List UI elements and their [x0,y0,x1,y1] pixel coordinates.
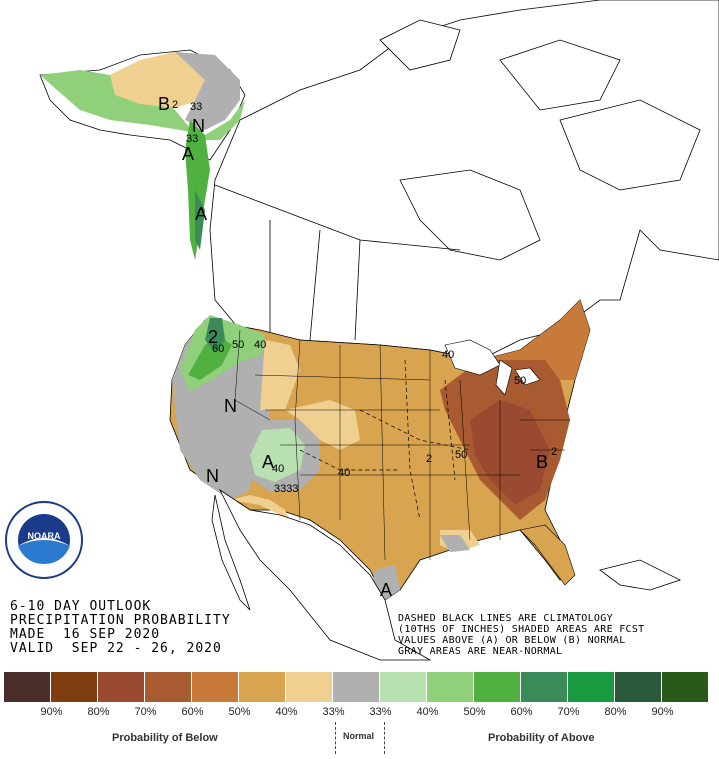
legend-above-label: Probability of Above [488,732,595,744]
legend-swatch-3 [145,672,192,702]
rockies-above-label: A [262,452,274,472]
east-2-label: 2 [551,446,557,458]
legend-percent-2: 70% [134,706,157,718]
precipitation-outlook-map: B 2 33 N 33 A A 2 60 50 40 N N A 40 3333… [39,0,719,661]
rockies-40-label: 40 [272,463,284,475]
legend-normal-label: Normal [343,731,375,741]
legend-swatch-6 [286,672,333,702]
alaska-below-label: B [158,94,170,114]
legend-swatch-7 [333,672,380,702]
legend-swatch-row [4,672,709,702]
plains-40-label: 40 [338,467,350,479]
great-lakes-40-label: 40 [442,349,454,361]
legend-percent-12: 80% [604,706,627,718]
note-line-4: GRAY AREAS ARE NEAR-NORMAL [398,646,563,657]
east-below-label: B [536,452,548,472]
note-block: DASHED BLACK LINES ARE CLIMATOLOGY (10TH… [398,613,645,657]
east-50-label: 50 [514,375,526,387]
alaska-2-label: 2 [172,99,178,111]
legend-normal-divider-right [384,722,385,754]
outlook-title: 6-10 DAY OUTLOOK [10,599,152,614]
legend-swatch-14 [662,672,709,702]
legend-percent-8: 40% [416,706,439,718]
legend-percent-10: 60% [510,706,533,718]
legend-percent-11: 70% [557,706,580,718]
legend-percent-6: 33% [322,706,345,718]
alaska-above-label: A [182,144,194,164]
legend-swatch-13 [615,672,662,702]
map-labels: B 2 33 N 33 A A 2 60 50 40 N N A 40 3333… [158,94,557,600]
legend-swatch-8 [380,672,427,702]
canada-outline [209,0,719,361]
legend-percent-row: 90% 80% 70% 60% 50% 40% 33% 33% 40% 50% 60% 70% 80% 9… [28,706,686,718]
legend-below-label: Probability of Below [112,732,218,744]
legend-swatch-4 [192,672,239,702]
noaa-logo: NOARA [5,501,83,579]
note-line-2: (10THS OF INCHES) SHADED AREAS ARE FCST [398,624,645,635]
legend-swatch-11 [521,672,568,702]
plains-2-label: 2 [426,453,432,465]
valid-dates: VALID SEP 22 - 26, 2020 [10,641,222,656]
legend-percent-0: 90% [40,706,63,718]
legend-percent-5: 40% [275,706,298,718]
legend-percent-9: 50% [463,706,486,718]
legend-swatch-5 [239,672,286,702]
legend-percent-3: 60% [181,706,204,718]
legend-swatch-1 [51,672,98,702]
west-near-normal-label-1: N [224,396,237,416]
rockies-33-label: 3333 [274,483,298,495]
legend-percent-1: 80% [87,706,110,718]
made-date: MADE 16 SEP 2020 [10,627,161,642]
note-line-1: DASHED BLACK LINES ARE CLIMATOLOGY [398,613,613,624]
alaska-33-label: 33 [190,101,202,113]
west-near-normal-label-2: N [206,466,219,486]
title-block: 6-10 DAY OUTLOOK PRECIPITATION PROBABILI… [10,600,231,656]
legend-swatch-10 [474,672,521,702]
noaa-logo-text: NOARA [28,531,61,541]
legend-swatch-9 [427,672,474,702]
note-line-3: VALUES ABOVE (A) OR BELOW (B) NORMAL [398,635,626,646]
conus-region [169,299,591,601]
legend-swatch-12 [568,672,615,702]
pnw-2-label: 2 [208,327,218,347]
alaska-33b-label: 33 [186,133,198,145]
alaska-region [39,49,246,260]
legend-swatch-2 [98,672,145,702]
alaska-near-normal-label: N [192,116,205,136]
texas-above-label: A [380,580,392,600]
outlook-subtitle: PRECIPITATION PROBABILITY [10,613,231,628]
legend-percent-4: 50% [228,706,251,718]
pnw-above-label: A [195,204,207,224]
pnw-60-label: 60 [212,343,224,355]
pnw-40-label: 40 [254,339,266,351]
legend-percent-13: 90% [651,706,674,718]
legend-percent-7: 33% [369,706,392,718]
legend-normal-divider-left [335,722,336,754]
legend-swatch-0 [4,672,51,702]
mexico-outline [211,488,682,661]
east-50b-label: 50 [455,449,467,461]
pnw-50-label: 50 [232,339,244,351]
